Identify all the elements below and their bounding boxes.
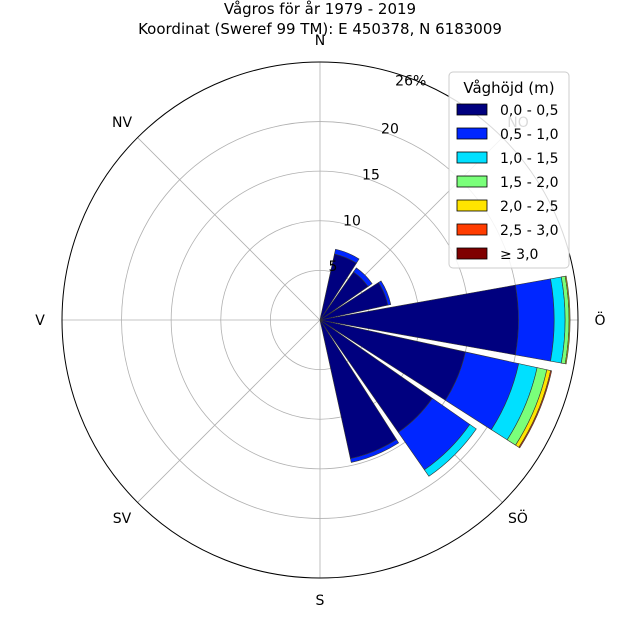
legend-entry-label-2: 1,0 - 1,5 (500, 151, 558, 167)
sector-6-bin-1 (350, 439, 400, 463)
legend-swatch-5 (456, 223, 488, 236)
legend-swatch-2 (456, 151, 488, 164)
legend-entry-label-1: 0,5 - 1,0 (500, 127, 558, 143)
radial-tick-labels: 5 10 15 20 26% (329, 74, 427, 276)
sector-2-bin-1 (378, 280, 392, 306)
sector-5-bin-2 (423, 423, 477, 477)
sector-4-bin-5 (518, 370, 553, 449)
legend-swatch-3 (456, 175, 488, 188)
legend-entries: 0,0 - 0,5 0,5 - 1,0 1,0 - 1,5 1,5 - 2,0 2,0 … (456, 103, 558, 263)
sector-bars (319, 248, 571, 477)
legend-entry-label-5: 2,5 - 3,0 (500, 223, 558, 239)
legend-entry-label-4: 2,0 - 2,5 (500, 199, 558, 215)
direction-label-270: V (35, 313, 45, 329)
legend-box (448, 71, 570, 269)
legend-entry-label-0: 0,0 - 0,5 (500, 103, 558, 119)
radial-tick-label: 5 (329, 259, 338, 275)
sector-1-bin-1 (353, 267, 373, 287)
grid-spoke-315 (137, 137, 321, 321)
direction-label-315: NV (112, 115, 132, 131)
polar-outline (61, 61, 579, 579)
direction-label-0: N (315, 33, 325, 49)
direction-label-135: SÖ (508, 509, 528, 527)
direction-label-225: SV (113, 511, 132, 527)
legend-swatch-0 (456, 103, 488, 116)
legend-title: Våghöjd (m) (463, 79, 554, 97)
direction-label-90: Ö (594, 311, 605, 329)
sector-0-bin-1 (334, 248, 360, 264)
radial-tick-label: 15 (362, 167, 380, 183)
direction-label-180: S (316, 593, 325, 609)
legend: Våghöjd (m) 0,0 - 0,5 0,5 - 1,0 1,0 - 1,5 1… (448, 71, 570, 269)
radial-tick-label: 20 (381, 122, 399, 138)
chart-subtitle: Koordinat (Sweref 99 TM): E 450378, N 61… (138, 20, 502, 38)
sector-3-bin-1 (515, 278, 555, 362)
radial-tick-label: 10 (343, 213, 361, 229)
legend-entry-label-3: 1,5 - 2,0 (500, 175, 558, 191)
legend-swatch-1 (456, 127, 488, 140)
sector-3-bin-4 (564, 275, 571, 365)
grid-spoke-225 (137, 319, 321, 503)
legend-swatch-4 (456, 199, 488, 212)
radial-unit-label: 26% (395, 74, 426, 90)
legend-entry-label-6: ≥ 3,0 (500, 247, 538, 263)
legend-swatch-6 (456, 247, 488, 260)
chart-title: Vågros för år 1979 - 2019 (224, 0, 416, 18)
